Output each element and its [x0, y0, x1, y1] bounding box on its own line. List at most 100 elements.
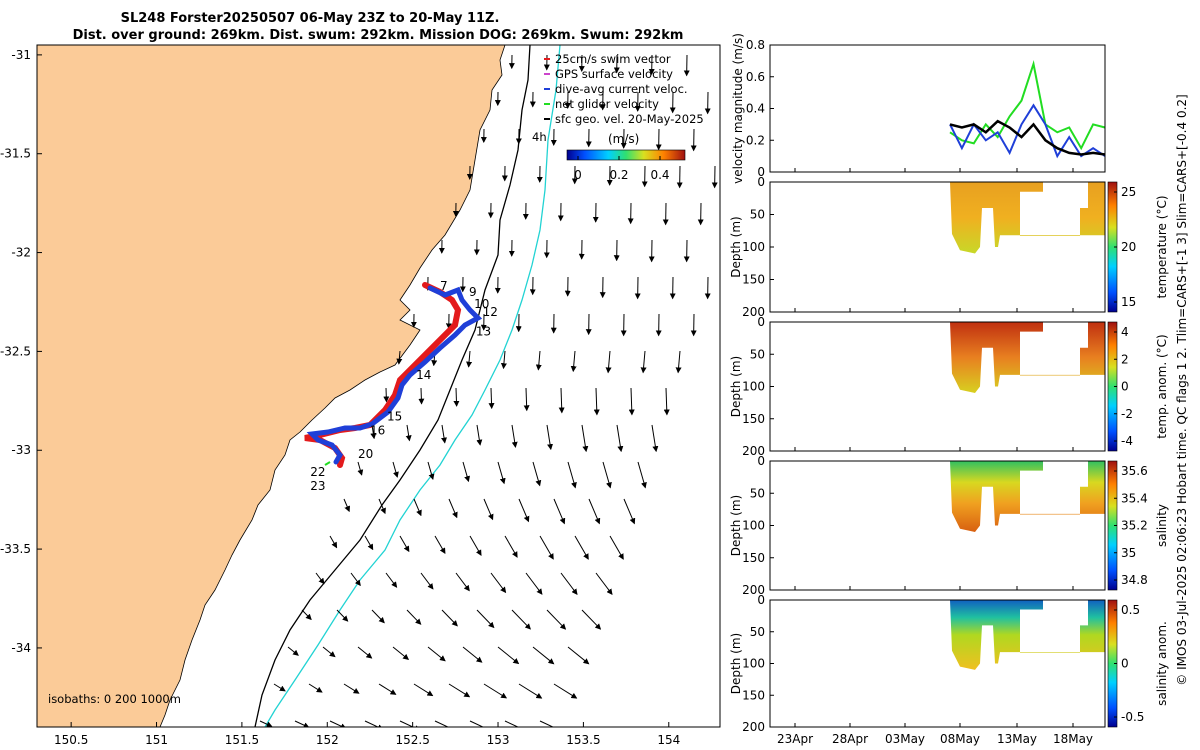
colorbar-tick-label: 35.4: [1121, 491, 1148, 505]
lat-ticks: -31 -31.5 -32 -32.5 -33 -33.5 -34: [0, 48, 42, 655]
vel-ytick-label: 0.2: [746, 133, 765, 147]
current-vector: [427, 461, 435, 481]
current-vector: [511, 609, 531, 630]
depth-tick-label: 150: [742, 412, 765, 426]
map-colorbar-tick-label: 0.2: [609, 168, 628, 182]
lat-tick-label: -31: [11, 48, 31, 62]
current-vector: [392, 646, 410, 660]
depth-tick-label: 0: [757, 175, 765, 189]
isobath-200: [254, 45, 531, 727]
depth-tick-label: 150: [742, 551, 765, 565]
current-vector: [497, 461, 506, 485]
current-vector: [595, 572, 613, 595]
lat-tick-label: -33: [11, 443, 31, 457]
current-vector: [466, 350, 473, 368]
lon-tick-label: 154: [657, 733, 680, 747]
current-vector: [651, 424, 659, 453]
day-label: 20: [358, 447, 373, 461]
map-colorbar-ticks: 0 0.2 0.4: [574, 156, 670, 182]
current-vector: [476, 424, 483, 446]
depth-tick-label: 100: [742, 240, 765, 254]
current-vector: [378, 498, 386, 515]
current-vector: [539, 535, 554, 560]
current-vector: [497, 646, 520, 665]
colorbar-tick-label: 2: [1121, 352, 1129, 366]
figure-subtitle: Dist. over ground: 269km. Dist. swum: 29…: [73, 28, 684, 43]
current-vector: [553, 683, 578, 699]
current-vector: [441, 424, 447, 444]
current-vector: [546, 609, 567, 630]
current-vector: [553, 498, 566, 525]
legend-entry: GPS surface velocity: [555, 67, 673, 81]
date-tick-label: 03May: [885, 732, 925, 746]
colorbar-label: salinity: [1155, 504, 1169, 547]
depth-tick-label: 50: [750, 486, 765, 500]
current-vector: [462, 461, 471, 483]
legend-entry: net glider velocity: [555, 97, 659, 111]
lon-ticks: 150.5 151 151.5 152 152.5 153 153.5 154: [54, 722, 680, 747]
vel-ytick-label: 0: [757, 165, 765, 179]
date-axis: 23Apr 28Apr 03May 08May 13May 18May: [777, 732, 1093, 746]
glider-track-blue: [306, 285, 483, 465]
lat-tick-label: -32: [11, 246, 31, 260]
date-tick-label: 08May: [940, 732, 980, 746]
colorbar-tick-label: 20: [1121, 240, 1136, 254]
current-vector: [488, 387, 495, 410]
current-vector: [343, 683, 360, 694]
current-vector: [469, 535, 482, 556]
current-vector: [532, 461, 542, 487]
day-label: 7: [440, 279, 448, 293]
current-vector: [476, 609, 495, 629]
vel-ytick-label: 0.8: [746, 38, 765, 52]
current-vector: [637, 461, 647, 489]
day-label: 12: [483, 305, 498, 319]
lon-tick-label: 151.5: [225, 733, 259, 747]
depth-tick-label: 100: [742, 657, 765, 671]
current-vector: [385, 572, 398, 588]
colorbar-tick-label: 0: [1121, 657, 1129, 671]
current-vector: [628, 387, 635, 416]
current-vector: [675, 350, 682, 374]
current-vector: [308, 683, 323, 693]
panel-frame: [769, 321, 1106, 452]
depth-tick-label: 50: [750, 208, 765, 222]
current-vector: [511, 424, 518, 448]
colorbar-tick-label: 35: [1121, 546, 1136, 560]
heatmap-field: [950, 322, 1105, 393]
depth-label: Depth (m): [729, 495, 743, 556]
current-vector: [370, 424, 377, 440]
current-vector: [378, 683, 397, 695]
current-vector: [518, 498, 530, 523]
depth-label: Depth (m): [729, 633, 743, 694]
lat-tick-label: -32.5: [0, 344, 31, 358]
depth-tick-label: 200: [742, 720, 765, 734]
date-tick-label: 23Apr: [777, 732, 813, 746]
isobath-label: isobaths: 0 200 1000m: [48, 692, 181, 706]
day-label: 13: [476, 325, 491, 339]
current-vector: [581, 424, 589, 453]
current-vector: [593, 387, 600, 416]
panel-3: 0 50 100 150 200 Depth (m) 4 2 0 -2 -4 temp. anom. …: [729, 315, 1169, 458]
depth-tick-label: 0: [757, 593, 765, 607]
land-mass: [37, 45, 506, 727]
depth-tick-label: 50: [750, 625, 765, 639]
current-vector: [574, 535, 589, 560]
vel-ytick-label: 0.6: [746, 70, 765, 84]
vel-series-line: [949, 119, 1106, 156]
legend-entry: sfc geo. vel. 20-May-2025: [555, 112, 704, 126]
current-vector: [350, 572, 361, 587]
current-vector: [364, 535, 374, 551]
day-label: 14: [416, 368, 431, 382]
colorbar-label: salinity anom.: [1155, 621, 1169, 706]
current-vector: [343, 498, 351, 513]
current-vector: [500, 350, 507, 370]
current-vector: [287, 646, 299, 656]
heatmap-field: [950, 600, 1105, 670]
panel-4: 0 50 100 150 200 Depth (m) 35.6 35.4 35.2 35 34.8 s…: [729, 454, 1169, 597]
legend-entry: 25cm/s swim vector: [555, 52, 671, 66]
current-vectors: [259, 54, 718, 727]
